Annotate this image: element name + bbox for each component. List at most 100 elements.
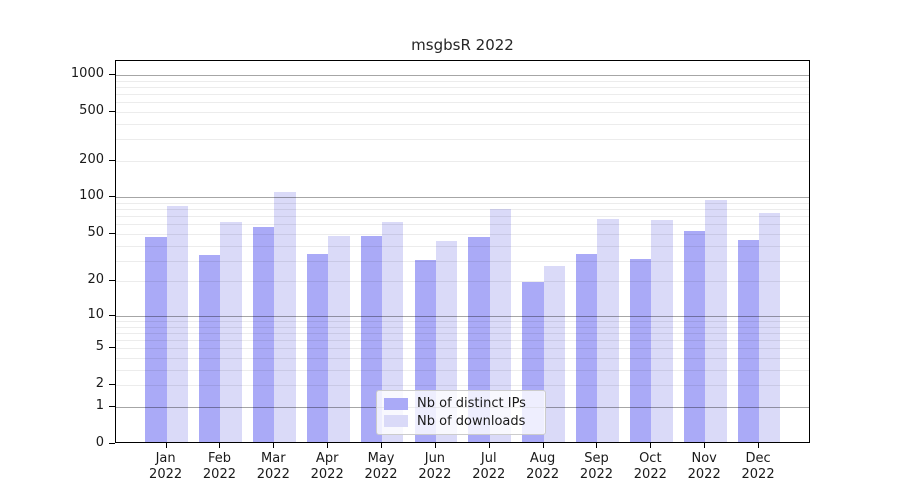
bar-downloads-dec [759, 212, 781, 442]
month-label: Oct [639, 451, 662, 466]
y-tick [109, 405, 115, 407]
year-label: 2022 [472, 467, 506, 482]
gridline-major [116, 315, 809, 317]
bar-downloads-may [382, 221, 404, 442]
gridline-major [116, 74, 809, 76]
gridline-minor [116, 245, 809, 247]
y-tick [109, 347, 115, 349]
bar-distinct-ips-nov [683, 230, 706, 442]
bar-distinct-ips-jan [145, 237, 167, 442]
gridline-minor [116, 326, 809, 328]
bar-downloads-mar [274, 191, 296, 442]
gridline-minor [116, 160, 809, 162]
gridline-minor [116, 224, 809, 226]
bar-downloads-nov [705, 199, 727, 442]
plot-area [115, 60, 810, 443]
y-tick-label: 0 [95, 435, 104, 450]
gridline-minor [116, 203, 809, 205]
x-tick-label-jul: Jul 2022 [453, 451, 525, 483]
month-label: Sep [584, 451, 609, 466]
legend-item-distinct-ips: Nb of distinct IPs [384, 395, 537, 412]
x-tick [488, 443, 490, 448]
x-tick [758, 443, 760, 448]
y-tick [109, 443, 115, 444]
gridline-minor [116, 86, 809, 88]
y-tick [109, 110, 115, 112]
gridline-minor [116, 321, 809, 322]
month-label: Jul [480, 451, 497, 466]
y-tick-label: 200 [79, 151, 104, 167]
gridline-minor [116, 332, 809, 334]
grid-layer [116, 61, 809, 442]
gridline-minor [116, 111, 809, 113]
gridline-minor [116, 102, 809, 104]
gridline-minor [116, 348, 809, 350]
x-tick [381, 443, 383, 448]
x-tick [704, 443, 706, 448]
gridline-minor [116, 385, 809, 387]
y-tick [109, 196, 115, 198]
bar-downloads-aug [543, 265, 565, 442]
legend-item-downloads: Nb of downloads [384, 413, 537, 430]
y-tick-label: 1000 [70, 65, 104, 81]
x-tick [650, 443, 652, 448]
bar-downloads-jul [489, 208, 512, 442]
month-label: Nov [691, 451, 717, 466]
y-tick-label: 500 [79, 102, 104, 118]
gridline-minor [116, 80, 809, 82]
y-tick [109, 314, 115, 316]
x-tick-label-dec: Dec 2022 [722, 451, 794, 483]
year-label: 2022 [256, 467, 290, 482]
gridline-minor [116, 209, 809, 211]
month-label: May [367, 451, 395, 466]
x-tick [219, 443, 221, 448]
bar-downloads-feb [220, 221, 242, 442]
month-label: Jun [424, 451, 446, 466]
year-label: 2022 [149, 467, 183, 482]
month-label: Dec [745, 451, 771, 466]
x-tick [273, 443, 275, 448]
bar-downloads-jan [166, 205, 188, 442]
x-tick-label-jan: Jan 2022 [130, 451, 202, 483]
bar-downloads-sep [597, 219, 619, 442]
x-tick-label-may: May 2022 [345, 451, 417, 483]
gridline-minor [116, 369, 809, 371]
gridline-minor [116, 93, 809, 95]
year-label: 2022 [579, 467, 614, 482]
x-tick [327, 443, 329, 448]
month-label: Jan [155, 451, 176, 466]
x-tick [542, 443, 544, 448]
y-tick [109, 232, 115, 234]
x-tick [434, 443, 436, 448]
legend-label-distinct-ips: Nb of distinct IPs [417, 396, 526, 412]
chart-title: msgbsR 2022 [411, 36, 514, 54]
month-label: Aug [529, 451, 556, 466]
y-tick-label: 20 [87, 272, 104, 288]
x-tick-label-apr: Apr 2022 [291, 451, 363, 483]
x-tick-label-jun: Jun 2022 [399, 451, 471, 483]
year-label: 2022 [741, 467, 775, 482]
bar-distinct-ips-apr [306, 253, 329, 442]
gridline-major [116, 197, 809, 199]
gridline-minor [116, 358, 809, 360]
bar-distinct-ips-oct [629, 258, 652, 442]
x-tick [165, 443, 167, 448]
x-tick-label-sep: Sep 2022 [560, 451, 632, 483]
year-label: 2022 [687, 467, 721, 482]
month-label: Feb [207, 451, 231, 466]
x-tick-label-feb: Feb 2022 [183, 451, 255, 483]
year-label: 2022 [418, 467, 452, 482]
gridline-minor [116, 260, 809, 262]
month-label: Mar [261, 451, 286, 466]
year-label: 2022 [526, 467, 560, 482]
bar-distinct-ips-dec [737, 239, 760, 442]
gridline-minor [116, 233, 809, 235]
y-tick-label: 100 [79, 188, 104, 204]
gridline-minor [116, 216, 809, 218]
legend-label-downloads: Nb of downloads [417, 413, 526, 429]
year-label: 2022 [310, 467, 344, 482]
gridline-minor [116, 340, 809, 342]
gridline-minor [116, 139, 809, 141]
y-tick-label: 5 [95, 339, 104, 355]
y-tick [109, 384, 115, 386]
